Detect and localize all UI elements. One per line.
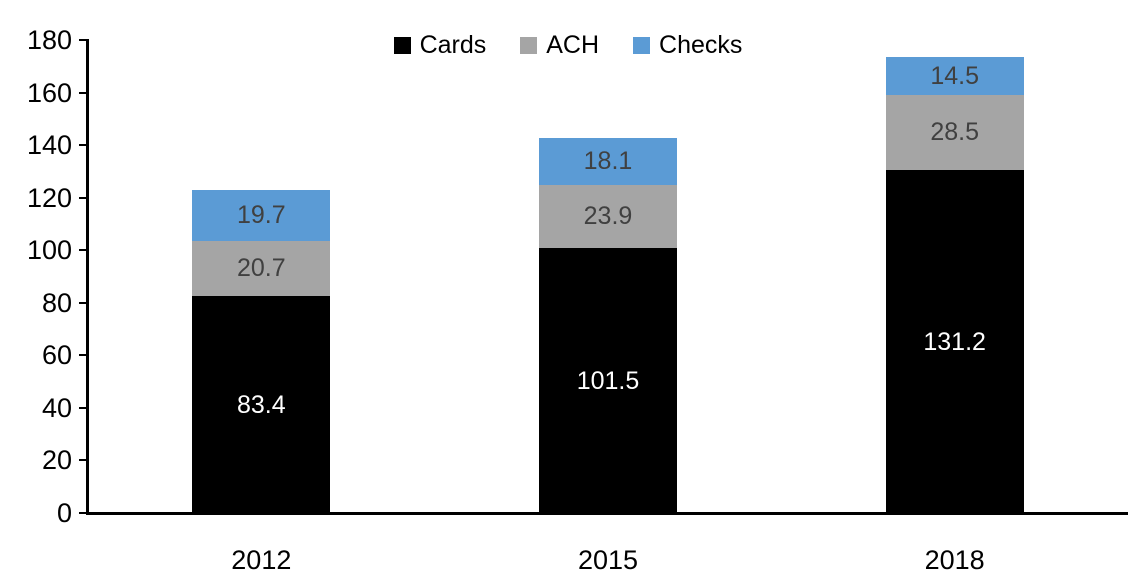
legend-swatch-icon: [520, 37, 538, 54]
y-tick-label: 140: [26, 130, 72, 161]
x-tick-label: 2015: [577, 545, 639, 575]
y-tick-mark: [79, 354, 88, 357]
y-tick-label: 80: [41, 287, 72, 318]
data-label: 19.7: [236, 201, 286, 230]
y-tick-label: 180: [26, 25, 72, 55]
y-tick-label: 40: [41, 392, 72, 423]
legend-swatch-icon: [393, 37, 411, 54]
bar-segment-cards: 131.2: [885, 170, 1024, 515]
y-tick-label: 20: [41, 445, 72, 476]
legend-item-ach: ACH: [520, 33, 599, 58]
data-label: 20.7: [236, 254, 286, 283]
legend-item-cards: Cards: [393, 31, 487, 59]
legend-label: ACH: [546, 31, 600, 59]
y-tick-label: 120: [26, 182, 72, 213]
x-tick-label: 2018: [924, 545, 985, 575]
y-tick-label: 100: [26, 235, 72, 266]
bar-segment-checks: 18.1: [539, 137, 677, 186]
y-axis-line: [86, 39, 89, 515]
bar-segment-ach: 23.9: [539, 185, 677, 249]
data-label: 14.5: [930, 61, 979, 90]
bar-segment-checks: 19.7: [192, 189, 331, 242]
y-tick-label: 160: [26, 77, 72, 108]
y-tick-mark: [79, 406, 88, 409]
y-tick-mark: [79, 39, 88, 41]
data-label: 101.5: [576, 367, 640, 396]
y-tick-mark: [79, 459, 88, 462]
y-tick-mark: [79, 144, 88, 147]
y-tick-mark: [79, 512, 88, 514]
x-tick-label: 2012: [231, 545, 292, 575]
y-tick-mark: [79, 196, 88, 199]
y-tick-mark: [79, 301, 88, 304]
bar-2015: 101.5 23.9 18.1: [539, 137, 677, 515]
legend-label: Checks: [659, 31, 743, 59]
legend-item-checks: Checks: [633, 33, 742, 58]
data-label: 23.9: [583, 202, 633, 231]
y-tick-label: 60: [41, 340, 72, 371]
bar-2012: 83.4 20.7 19.7: [192, 189, 331, 515]
bar-segment-cards: 101.5: [539, 248, 677, 515]
data-label: 83.4: [236, 390, 286, 419]
legend-label: Cards: [419, 31, 487, 59]
chart-legend: Cards ACH Checks: [0, 33, 1136, 58]
bar-segment-ach: 20.7: [192, 241, 331, 296]
y-tick-mark: [79, 249, 88, 252]
y-tick-mark: [79, 91, 88, 94]
data-label: 28.5: [930, 118, 979, 147]
bar-segment-checks: 14.5: [885, 57, 1024, 96]
bar-segment-ach: 28.5: [885, 95, 1024, 171]
y-tick-label: 0: [56, 498, 72, 528]
bar-segment-cards: 83.4: [192, 295, 331, 515]
data-label: 131.2: [923, 328, 986, 357]
data-label: 18.1: [583, 147, 633, 176]
legend-swatch-icon: [633, 37, 651, 54]
bar-2018: 131.2 28.5 14.5: [885, 57, 1024, 515]
